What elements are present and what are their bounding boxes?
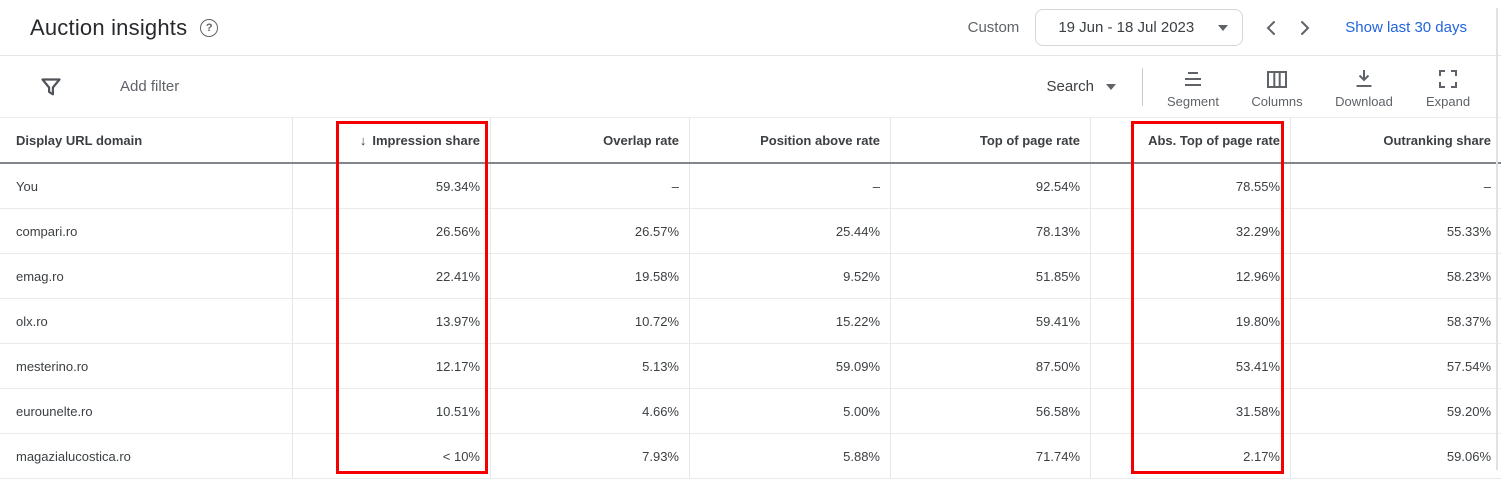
previous-period-button[interactable] bbox=[1253, 16, 1288, 40]
domain-cell: eurounelte.ro bbox=[16, 403, 93, 419]
domain-cell: mesterino.ro bbox=[16, 358, 89, 374]
position-above-rate-cell: 59.09% bbox=[689, 344, 890, 388]
table-row: compari.ro 26.56% 26.57% 25.44% 78.13% 3… bbox=[0, 209, 1501, 254]
outranking-share-cell: 58.37% bbox=[1290, 299, 1501, 343]
outranking-share-cell: – bbox=[1290, 164, 1501, 208]
overlap-rate-cell: 5.13% bbox=[490, 344, 689, 388]
column-header-abs-top-of-page-rate[interactable]: Abs. Top of page rate bbox=[1090, 118, 1290, 162]
position-above-rate-cell: 15.22% bbox=[689, 299, 890, 343]
outranking-share-cell: 55.33% bbox=[1290, 209, 1501, 253]
table-row: You 59.34% – – 92.54% 78.55% – bbox=[0, 164, 1501, 209]
position-above-rate-cell: 5.88% bbox=[689, 434, 890, 478]
table-toolbar: Add filter Search Segment Columns Downlo… bbox=[0, 56, 1501, 118]
abs-top-of-page-rate-cell: 32.29% bbox=[1090, 209, 1290, 253]
abs-top-of-page-rate-cell: 78.55% bbox=[1090, 164, 1290, 208]
position-above-rate-cell: 5.00% bbox=[689, 389, 890, 433]
next-period-button[interactable] bbox=[1288, 16, 1323, 40]
column-header-position-above-rate[interactable]: Position above rate bbox=[689, 118, 890, 162]
date-nav bbox=[1253, 16, 1323, 40]
show-last-30-days-link[interactable]: Show last 30 days bbox=[1345, 19, 1467, 36]
abs-top-of-page-rate-cell: 12.96% bbox=[1090, 254, 1290, 298]
outranking-share-cell: 57.54% bbox=[1290, 344, 1501, 388]
toolbar-divider bbox=[1142, 67, 1143, 106]
top-of-page-rate-cell: 92.54% bbox=[890, 164, 1090, 208]
add-filter-button[interactable]: Add filter bbox=[120, 78, 180, 95]
column-header-impression-share[interactable]: ↓ Impression share bbox=[292, 118, 490, 162]
table-header-row: Display URL domain ↓ Impression share Ov… bbox=[0, 118, 1501, 164]
date-range-type-label: Custom bbox=[967, 19, 1020, 36]
download-icon bbox=[1354, 68, 1374, 88]
download-button[interactable]: Download bbox=[1319, 64, 1409, 109]
abs-top-of-page-rate-cell: 19.80% bbox=[1090, 299, 1290, 343]
column-header-outranking-share[interactable]: Outranking share bbox=[1290, 118, 1501, 162]
domain-cell: emag.ro bbox=[16, 268, 64, 284]
overlap-rate-cell: 4.66% bbox=[490, 389, 689, 433]
impression-share-cell: 59.34% bbox=[292, 164, 490, 208]
filter-button[interactable] bbox=[40, 77, 62, 97]
position-above-rate-cell: – bbox=[689, 164, 890, 208]
overlap-rate-cell: 19.58% bbox=[490, 254, 689, 298]
search-dropdown[interactable]: Search bbox=[1046, 78, 1116, 95]
table-row: olx.ro 13.97% 10.72% 15.22% 59.41% 19.80… bbox=[0, 299, 1501, 344]
overlap-rate-cell: 7.93% bbox=[490, 434, 689, 478]
expand-button[interactable]: Expand bbox=[1409, 64, 1487, 109]
table-row: emag.ro 22.41% 19.58% 9.52% 51.85% 12.96… bbox=[0, 254, 1501, 299]
top-of-page-rate-cell: 71.74% bbox=[890, 434, 1090, 478]
table-body: You 59.34% – – 92.54% 78.55% – compari.r… bbox=[0, 164, 1501, 479]
outranking-share-cell: 58.23% bbox=[1290, 254, 1501, 298]
column-header-top-of-page-rate[interactable]: Top of page rate bbox=[890, 118, 1090, 162]
top-of-page-rate-cell: 59.41% bbox=[890, 299, 1090, 343]
impression-share-cell: 13.97% bbox=[292, 299, 490, 343]
chevron-down-icon bbox=[1106, 83, 1116, 90]
table-row: magazialucostica.ro < 10% 7.93% 5.88% 71… bbox=[0, 434, 1501, 479]
column-header-label: Impression share bbox=[372, 132, 480, 148]
columns-button[interactable]: Columns bbox=[1235, 64, 1319, 109]
top-of-page-rate-cell: 51.85% bbox=[890, 254, 1090, 298]
filter-funnel-icon bbox=[40, 77, 62, 97]
impression-share-cell: 12.17% bbox=[292, 344, 490, 388]
overlap-rate-cell: – bbox=[490, 164, 689, 208]
search-label: Search bbox=[1046, 78, 1094, 95]
table-row: eurounelte.ro 10.51% 4.66% 5.00% 56.58% … bbox=[0, 389, 1501, 434]
sort-descending-icon: ↓ bbox=[359, 132, 367, 148]
download-label: Download bbox=[1335, 94, 1393, 109]
date-range-picker[interactable]: 19 Jun - 18 Jul 2023 bbox=[1035, 9, 1244, 46]
table-row: mesterino.ro 12.17% 5.13% 59.09% 87.50% … bbox=[0, 344, 1501, 389]
vertical-scrollbar[interactable] bbox=[1496, 8, 1498, 470]
outranking-share-cell: 59.06% bbox=[1290, 434, 1501, 478]
abs-top-of-page-rate-cell: 31.58% bbox=[1090, 389, 1290, 433]
column-header-overlap-rate[interactable]: Overlap rate bbox=[490, 118, 689, 162]
impression-share-cell: 26.56% bbox=[292, 209, 490, 253]
segment-label: Segment bbox=[1166, 94, 1220, 109]
top-of-page-rate-cell: 78.13% bbox=[890, 209, 1090, 253]
column-header-display-url-domain[interactable]: Display URL domain bbox=[16, 132, 143, 148]
position-above-rate-cell: 9.52% bbox=[689, 254, 890, 298]
segment-button[interactable]: Segment bbox=[1151, 64, 1235, 109]
expand-icon bbox=[1439, 68, 1457, 88]
domain-cell: magazialucostica.ro bbox=[16, 448, 131, 464]
help-icon[interactable]: ? bbox=[200, 18, 219, 37]
chevron-down-icon bbox=[1218, 24, 1229, 31]
page-title: Auction insights bbox=[30, 14, 188, 40]
abs-top-of-page-rate-cell: 2.17% bbox=[1090, 434, 1290, 478]
domain-cell: You bbox=[16, 178, 38, 194]
outranking-share-cell: 59.20% bbox=[1290, 389, 1501, 433]
page-header: Auction insights ? Custom 19 Jun - 18 Ju… bbox=[0, 0, 1501, 56]
abs-top-of-page-rate-cell: 53.41% bbox=[1090, 344, 1290, 388]
date-range-value: 19 Jun - 18 Jul 2023 bbox=[1058, 19, 1195, 36]
expand-label: Expand bbox=[1425, 94, 1471, 109]
top-of-page-rate-cell: 87.50% bbox=[890, 344, 1090, 388]
impression-share-cell: 22.41% bbox=[292, 254, 490, 298]
impression-share-cell: < 10% bbox=[292, 434, 490, 478]
position-above-rate-cell: 25.44% bbox=[689, 209, 890, 253]
overlap-rate-cell: 26.57% bbox=[490, 209, 689, 253]
domain-cell: compari.ro bbox=[16, 223, 78, 239]
columns-icon bbox=[1267, 68, 1287, 88]
top-of-page-rate-cell: 56.58% bbox=[890, 389, 1090, 433]
columns-label: Columns bbox=[1251, 94, 1303, 109]
overlap-rate-cell: 10.72% bbox=[490, 299, 689, 343]
impression-share-cell: 10.51% bbox=[292, 389, 490, 433]
domain-cell: olx.ro bbox=[16, 313, 48, 329]
segment-icon bbox=[1183, 68, 1203, 88]
